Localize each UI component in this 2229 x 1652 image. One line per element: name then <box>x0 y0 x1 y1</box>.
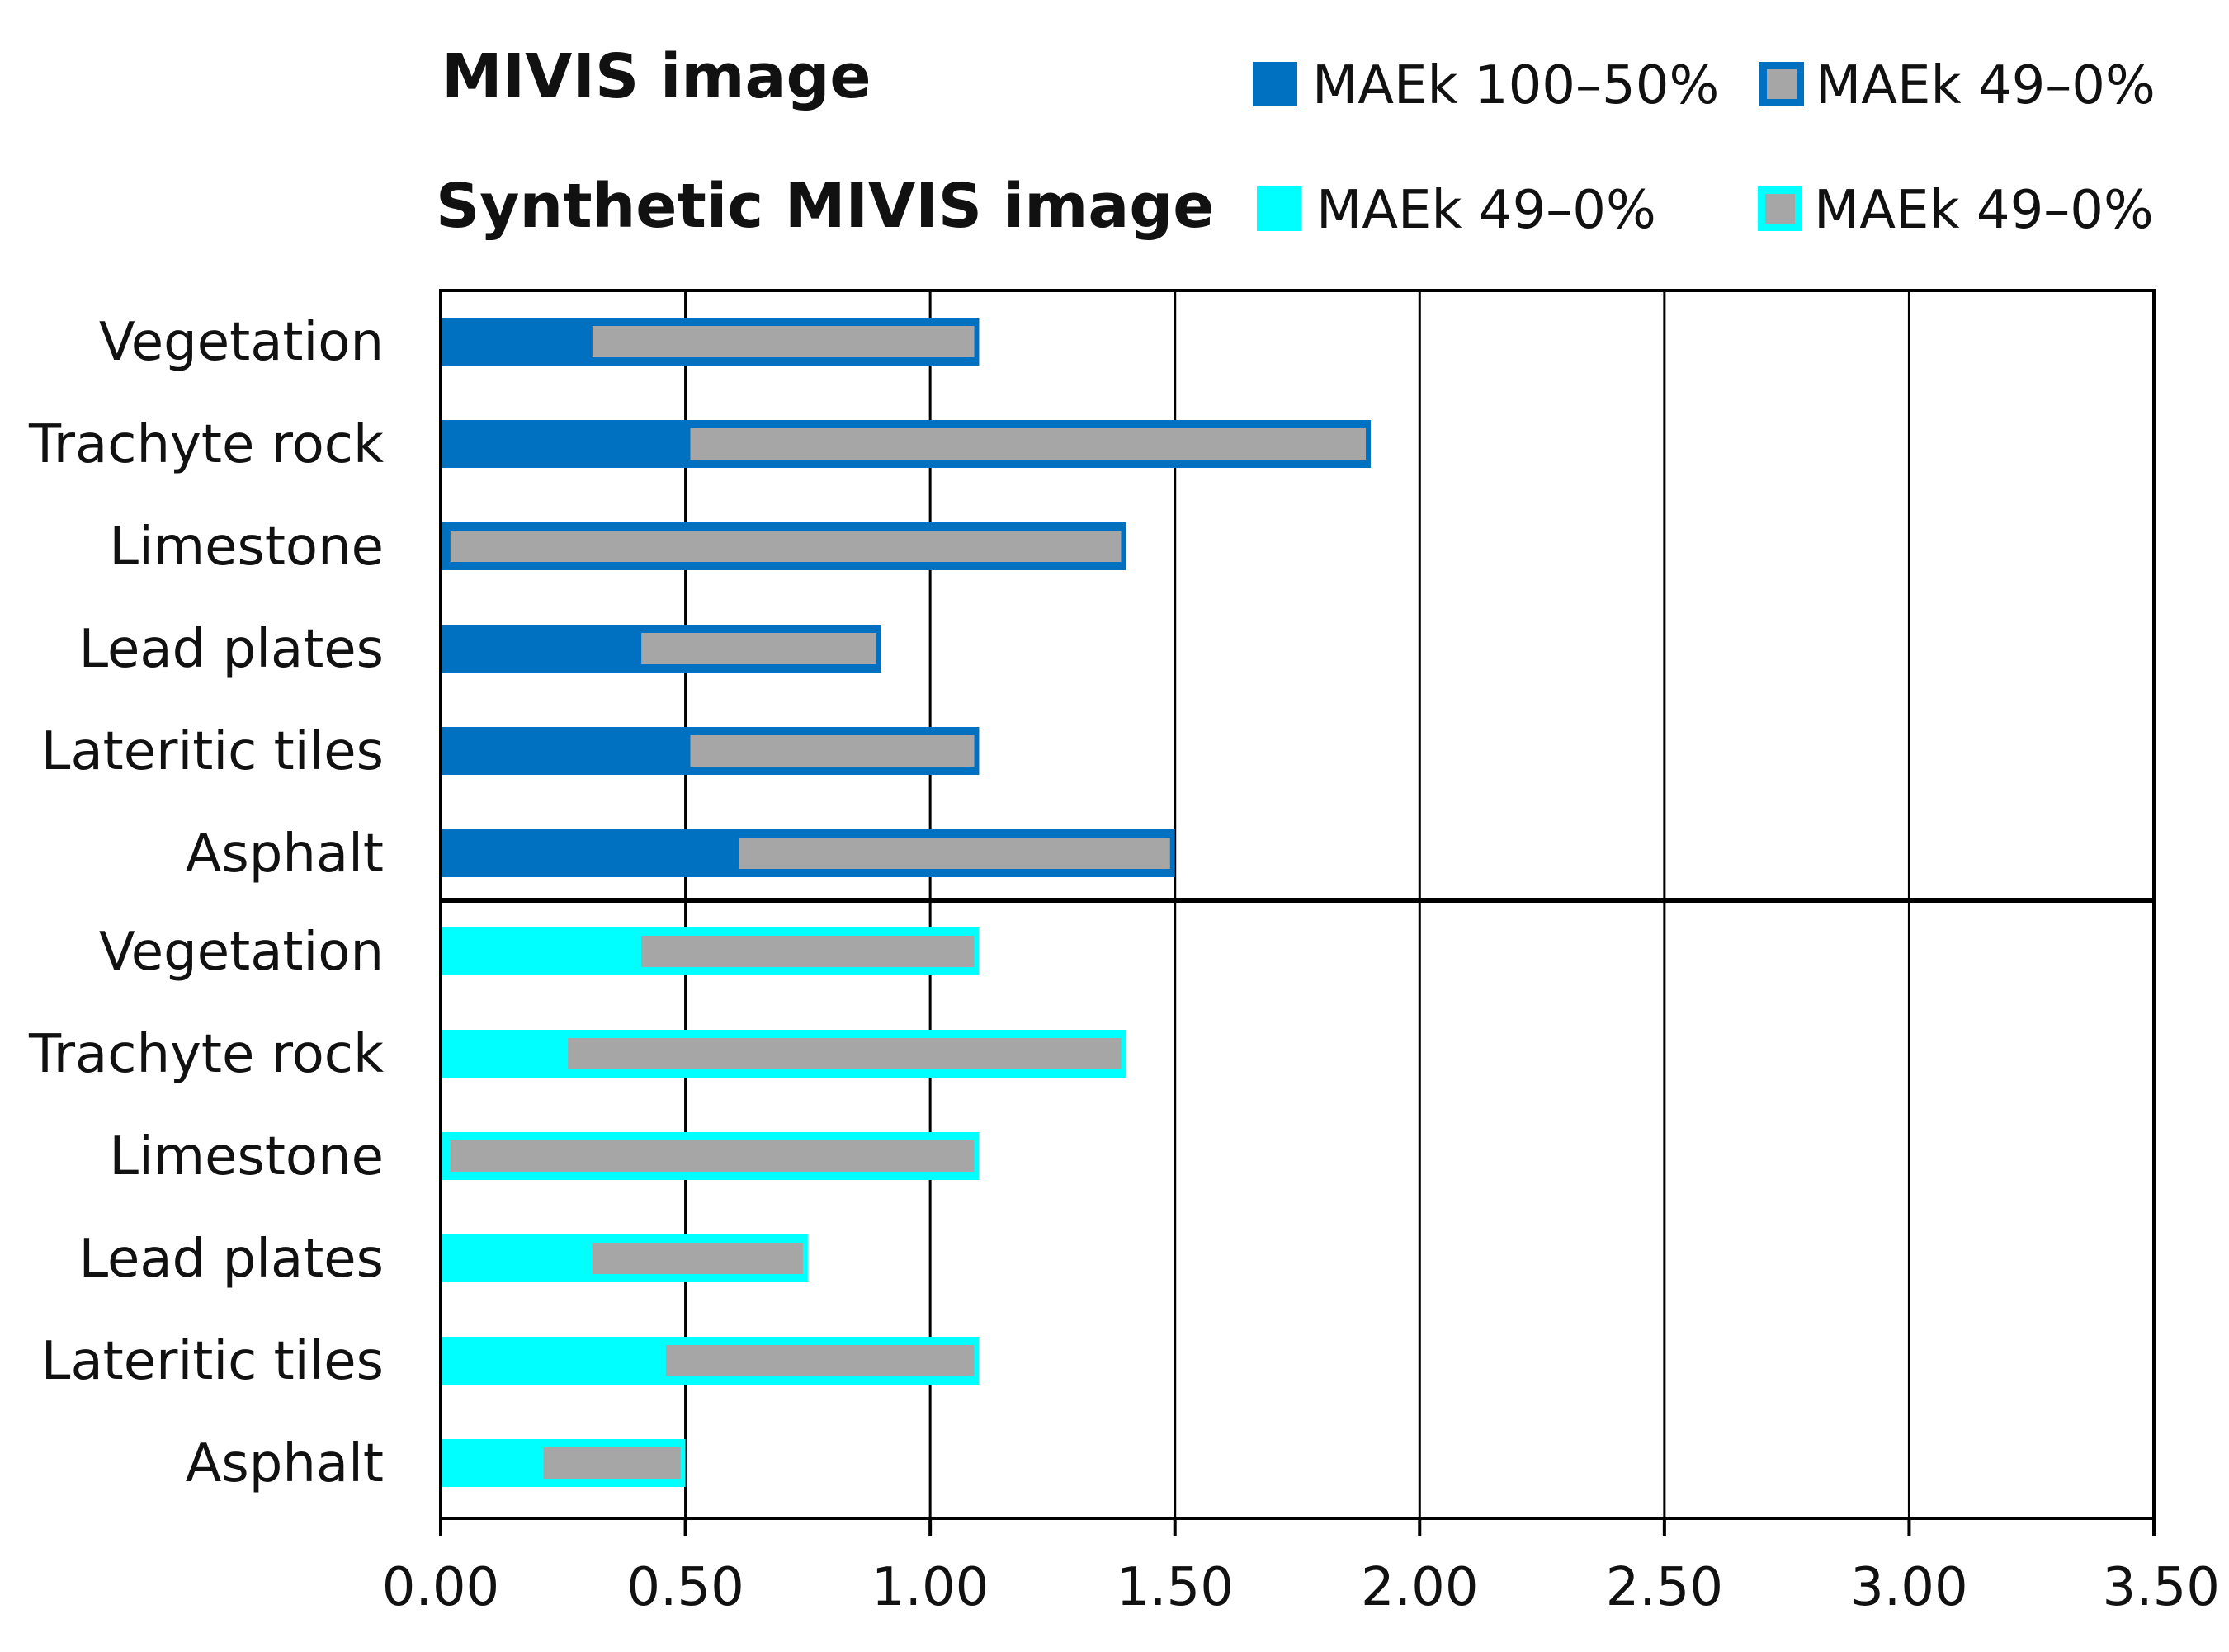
bar-inner-mivis-2 <box>450 531 1122 562</box>
x-tick-label-5: 2.50 <box>1606 1557 1724 1618</box>
legend-swatch-mivis-low-inner <box>1767 69 1797 99</box>
legend-label-synthetic-bar: MAEk 49–0% <box>1316 180 1656 241</box>
category-label-mivis-2: Limestone <box>109 517 384 578</box>
x-tick-label-4: 2.00 <box>1361 1557 1479 1618</box>
bar-inner-mivis-5 <box>739 838 1170 869</box>
category-label-mivis-3: Lead plates <box>78 619 384 680</box>
category-label-synthetic-5: Asphalt <box>186 1433 384 1494</box>
bar-inner-mivis-0 <box>592 326 975 357</box>
plot-border <box>439 289 2156 1520</box>
x-tick-label-7: 3.50 <box>2103 1557 2221 1618</box>
category-label-synthetic-3: Lead plates <box>78 1229 384 1290</box>
legend-label-synthetic-low: MAEk 49–0% <box>1814 180 2154 241</box>
category-label-mivis-4: Lateritic tiles <box>41 721 384 782</box>
legend-swatch-mivis-high <box>1253 62 1297 106</box>
bar-inner-mivis-3 <box>641 633 876 664</box>
bar-inner-synthetic-5 <box>543 1447 681 1479</box>
category-label-synthetic-0: Vegetation <box>99 922 384 983</box>
x-tick-label-6: 3.00 <box>1850 1557 1968 1618</box>
plot-frame <box>439 289 2156 1520</box>
category-label-synthetic-1: Trachyte rock <box>28 1024 384 1085</box>
category-label-mivis-5: Asphalt <box>186 824 384 885</box>
legend-swatch-synthetic-low-inner <box>1765 194 1795 224</box>
bar-inner-synthetic-2 <box>450 1140 975 1172</box>
legend-label-mivis-high: MAEk 100–50% <box>1312 55 1719 116</box>
bar-inner-mivis-4 <box>690 735 975 767</box>
legend-label-mivis-low: MAEk 49–0% <box>1816 55 2156 116</box>
category-label-synthetic-2: Limestone <box>109 1126 384 1187</box>
category-labels: Vegetation Trachyte rock Limestone Lead pla… <box>28 312 384 1494</box>
x-axis-ticks: 0.00 0.50 1.00 1.50 2.00 2.50 3.00 3.50 <box>382 1518 2220 1618</box>
gridlines <box>684 290 1910 1518</box>
bar-inner-synthetic-0 <box>641 936 975 967</box>
legend: MAEk 100–50% MAEk 49–0% MAEk 49–0% MAEk … <box>1253 55 2156 241</box>
synthetic-group-title: Synthetic MIVIS image <box>436 171 1214 242</box>
mivis-group-title: MIVIS image <box>442 41 871 112</box>
bar-inner-synthetic-3 <box>592 1243 803 1274</box>
legend-swatch-synthetic-bar <box>1257 186 1301 231</box>
bar-inner-mivis-1 <box>690 428 1367 460</box>
bar-inner-synthetic-4 <box>665 1345 975 1376</box>
category-label-mivis-1: Trachyte rock <box>28 414 384 475</box>
x-tick-label-2: 1.00 <box>871 1557 989 1618</box>
x-tick-label-3: 1.50 <box>1116 1557 1234 1618</box>
category-label-synthetic-4: Lateritic tiles <box>41 1331 384 1392</box>
bar-inner-synthetic-1 <box>568 1038 1122 1069</box>
x-tick-label-0: 0.00 <box>382 1557 500 1618</box>
bars <box>441 318 1371 1487</box>
category-label-mivis-0: Vegetation <box>99 312 384 373</box>
x-tick-label-1: 0.50 <box>626 1557 744 1618</box>
